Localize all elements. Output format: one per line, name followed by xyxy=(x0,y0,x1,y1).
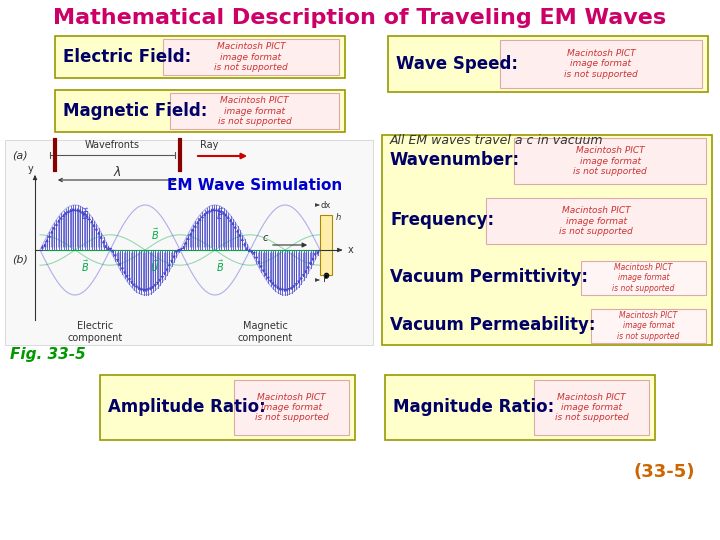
Text: Frequency:: Frequency: xyxy=(390,211,494,229)
Bar xyxy=(55,90,345,132)
Text: Vacuum Permittivity:: Vacuum Permittivity: xyxy=(390,268,588,286)
Text: $\vec{U}$: $\vec{U}$ xyxy=(150,259,160,274)
Text: $\vec{B}$: $\vec{B}$ xyxy=(151,227,159,242)
Bar xyxy=(486,198,706,244)
Text: $\lambda$: $\lambda$ xyxy=(112,165,122,179)
Bar xyxy=(163,39,339,75)
Bar xyxy=(382,135,712,345)
Text: $\vec{B}$: $\vec{B}$ xyxy=(81,259,89,274)
Text: Wavefronts: Wavefronts xyxy=(84,140,140,150)
Text: (a): (a) xyxy=(12,150,27,160)
Text: y: y xyxy=(28,164,34,174)
Bar xyxy=(5,140,373,345)
Bar xyxy=(320,215,332,275)
Bar xyxy=(385,375,655,440)
Bar xyxy=(591,309,706,343)
Bar xyxy=(514,138,706,184)
Text: Fig. 33-5: Fig. 33-5 xyxy=(10,348,86,362)
Text: h: h xyxy=(336,213,341,222)
Text: (b): (b) xyxy=(12,255,28,265)
Text: Magnitude Ratio:: Magnitude Ratio: xyxy=(393,399,554,416)
Text: x: x xyxy=(348,245,354,255)
Text: Amplitude Ratio:: Amplitude Ratio: xyxy=(108,399,266,416)
Bar xyxy=(534,380,649,435)
Text: Electric
component: Electric component xyxy=(68,321,122,343)
Text: Magnetic Field:: Magnetic Field: xyxy=(63,102,207,120)
Text: Magnetic
component: Magnetic component xyxy=(238,321,292,343)
Text: Ray: Ray xyxy=(200,140,218,150)
Bar xyxy=(170,93,339,129)
Bar xyxy=(388,36,708,92)
Text: dx: dx xyxy=(321,201,331,210)
Text: Macintosh PICT
image format
is not supported: Macintosh PICT image format is not suppo… xyxy=(554,393,629,422)
Text: Macintosh PICT
image format
is not supported: Macintosh PICT image format is not suppo… xyxy=(217,96,292,126)
Bar xyxy=(55,36,345,78)
Bar xyxy=(234,380,349,435)
Bar xyxy=(100,375,355,440)
Text: Vacuum Permeability:: Vacuum Permeability: xyxy=(390,316,595,334)
Text: EM Wave Simulation: EM Wave Simulation xyxy=(167,178,343,192)
Text: $\vec{B}$: $\vec{B}$ xyxy=(216,259,224,274)
Bar xyxy=(5,140,373,345)
Text: Macintosh PICT
image format
is not supported: Macintosh PICT image format is not suppo… xyxy=(559,206,633,236)
Text: Electric Field:: Electric Field: xyxy=(63,48,192,66)
Text: (33-5): (33-5) xyxy=(634,463,695,481)
Text: Macintosh PICT
image format
is not supported: Macintosh PICT image format is not suppo… xyxy=(255,393,328,422)
Text: Macintosh PICT
image format
is not supported: Macintosh PICT image format is not suppo… xyxy=(612,263,675,293)
Text: All EM waves travel a c in vacuum: All EM waves travel a c in vacuum xyxy=(390,133,603,146)
Bar xyxy=(581,261,706,295)
Text: P: P xyxy=(323,274,329,284)
Text: Macintosh PICT
image format
is not supported: Macintosh PICT image format is not suppo… xyxy=(573,146,647,176)
Text: Mathematical Description of Traveling EM Waves: Mathematical Description of Traveling EM… xyxy=(53,8,667,28)
Text: $\vec{E}$: $\vec{E}$ xyxy=(81,207,89,222)
Text: Macintosh PICT
image format
is not supported: Macintosh PICT image format is not suppo… xyxy=(617,311,680,341)
Text: Macintosh PICT
image format
is not supported: Macintosh PICT image format is not suppo… xyxy=(564,49,638,79)
Bar xyxy=(500,40,702,88)
Text: $\vec{E}$: $\vec{E}$ xyxy=(216,207,224,222)
Text: c: c xyxy=(263,233,268,243)
Text: Wave Speed:: Wave Speed: xyxy=(396,55,518,73)
Text: Macintosh PICT
image format
is not supported: Macintosh PICT image format is not suppo… xyxy=(214,42,288,72)
Text: Wavenumber:: Wavenumber: xyxy=(390,151,520,169)
